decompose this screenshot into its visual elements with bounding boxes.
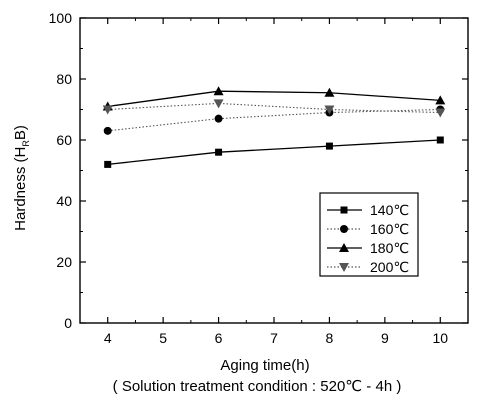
series-line-2 <box>107 90 441 108</box>
legend-marker <box>339 243 349 252</box>
legend-marker <box>340 225 348 233</box>
y-tick-label: 20 <box>56 254 72 270</box>
data-point <box>102 105 113 115</box>
plot-border <box>79 17 469 324</box>
legend-marker <box>339 263 349 272</box>
x-tick-label: 4 <box>104 330 112 346</box>
data-point <box>214 114 223 123</box>
y-tick-label: 40 <box>56 193 72 209</box>
data-point <box>324 105 335 115</box>
series-lines <box>107 90 441 166</box>
x-tick-label: 7 <box>270 330 278 346</box>
legend-marker <box>340 206 348 214</box>
data-point <box>435 95 446 105</box>
x-tick-label: 10 <box>432 330 448 346</box>
data-point <box>325 142 333 150</box>
x-tick-label: 5 <box>159 330 167 346</box>
legend-label: 140℃ <box>370 202 409 218</box>
data-point <box>215 148 223 156</box>
plot-frame <box>79 17 469 324</box>
tick-labels: 0 20 40 60 80 100 4 5 6 7 8 9 10 <box>49 10 449 346</box>
series-line-1 <box>107 108 441 132</box>
y-axis-label-sub: R <box>21 140 31 147</box>
y-axis-label: Hardness (HRB) <box>12 125 31 231</box>
data-point <box>213 99 224 109</box>
data-point <box>436 136 444 144</box>
data-point <box>435 108 446 118</box>
x-tick-label: 9 <box>381 330 389 346</box>
x-axis-label: Aging time(h) <box>220 357 309 374</box>
x-tick-label: 6 <box>215 330 223 346</box>
series-markers <box>102 86 446 168</box>
y-tick-label: 80 <box>56 71 72 87</box>
y-axis-label-main: Hardness (H <box>12 147 29 231</box>
y-tick-label: 60 <box>56 132 72 148</box>
y-tick-label: 0 <box>64 315 72 331</box>
series-line-3 <box>107 102 441 114</box>
chart-subtitle: ( Solution treatment condition : 520℃ - … <box>113 378 402 395</box>
data-point <box>103 126 112 135</box>
legend-label: 160℃ <box>370 221 409 237</box>
y-tick-label: 100 <box>49 10 73 26</box>
axis-ticks <box>80 17 468 324</box>
series-line-0 <box>107 139 441 166</box>
legend-label: 200℃ <box>370 259 409 275</box>
data-point <box>104 160 112 168</box>
x-tick-label: 8 <box>326 330 334 346</box>
legend: 140℃ 160℃ 180℃ 200℃ <box>319 192 419 277</box>
legend-box <box>319 192 419 277</box>
data-point <box>324 87 335 97</box>
legend-label: 180℃ <box>370 240 409 256</box>
y-axis-label-tail: B) <box>12 125 29 140</box>
data-point <box>213 86 224 96</box>
